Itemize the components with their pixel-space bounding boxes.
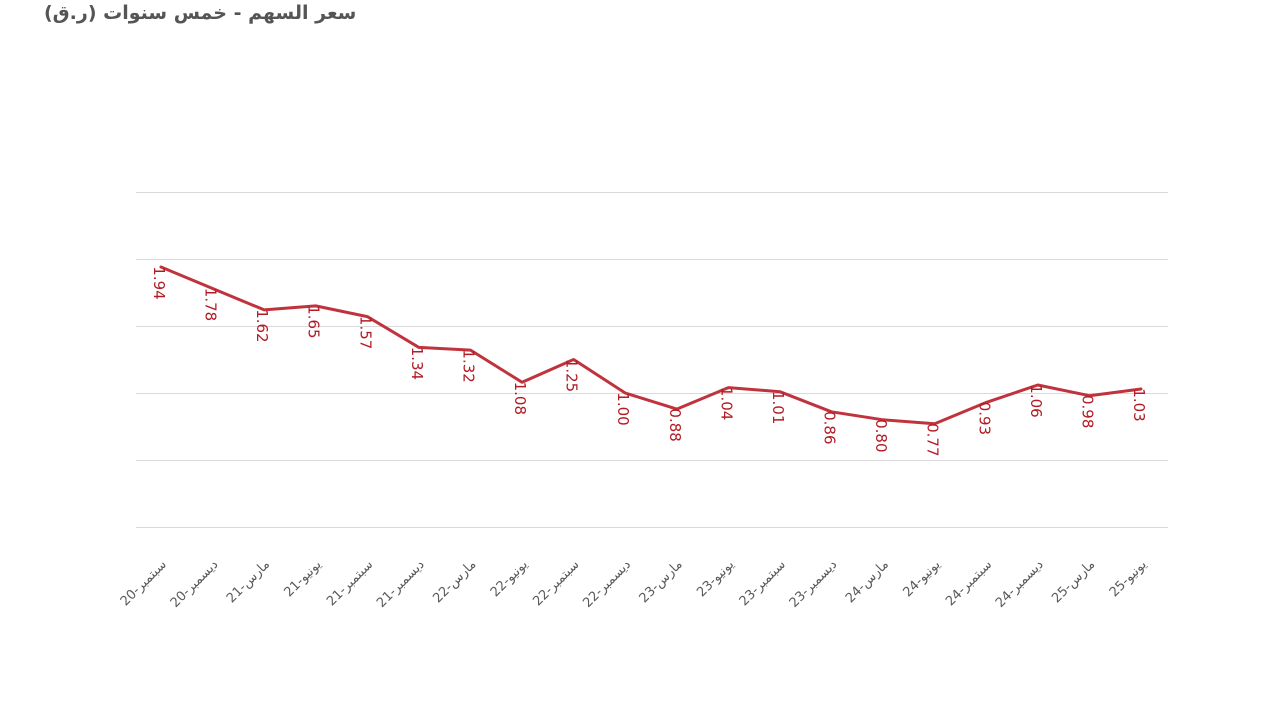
data-label: 1.04 [717,387,735,420]
data-label: 1.62 [253,309,271,342]
series-line-group [159,265,1143,426]
x-tick-label: يونيو-24 [901,557,944,600]
x-tick-label: سبتمبر-23 [737,557,789,609]
x-tick-label: يونيو-23 [694,557,737,600]
data-label: 1.34 [408,347,426,380]
data-label: 1.03 [1130,388,1148,421]
x-tick-label: مارس-22 [430,557,479,606]
x-tick-label: سبتمبر-21 [324,557,376,609]
data-label: 1.57 [356,316,374,349]
x-tick-label: ديسمبر-24 [993,557,1047,611]
data-label: 0.77 [924,423,942,456]
x-tick-label: سبتمبر-24 [943,557,995,609]
data-label: 1.32 [460,349,478,382]
data-label: 0.93 [975,402,993,435]
x-tick-label: يونيو-21 [282,557,325,600]
x-tick-label: مارس-23 [637,557,686,606]
x-tick-label: مارس-25 [1049,557,1098,606]
data-labels: 1.94 1.78 1.62 1.65 1.57 1.34 1.32 1.08 1.25 1.00… [150,266,1148,456]
x-tick-label: ديسمبر-21 [374,557,428,611]
x-tick-label: مارس-21 [224,557,273,606]
x-tick-label: يونيو-22 [488,557,531,600]
x-tick-label: يونيو-25 [1107,557,1150,600]
chart-title: سعر السهم - خمس سنوات (ر.ق) [44,2,357,24]
x-tick-label: سبتمبر-22 [530,557,582,609]
data-label: 1.06 [1027,384,1045,417]
data-label: 0.80 [872,419,890,452]
data-label: 1.25 [563,359,581,392]
data-label: 0.98 [1078,395,1096,428]
x-tick-label: ديسمبر-20 [168,557,222,611]
x-tick-label: ديسمبر-22 [580,557,634,611]
x-tick-label: مارس-24 [843,557,892,606]
data-label: 1.78 [202,288,220,321]
data-label: 1.08 [511,382,529,415]
series-line [159,265,1143,426]
data-label: 1.94 [150,266,168,299]
data-label: 1.65 [305,305,323,338]
data-label: 0.86 [821,411,839,444]
data-label: 1.00 [614,392,632,425]
x-tick-label: ديسمبر-23 [787,557,841,611]
data-label: 1.01 [769,391,787,424]
x-tick-label: سبتمبر-20 [118,557,170,609]
data-label: 0.88 [666,408,684,441]
gridlines [136,192,1168,528]
